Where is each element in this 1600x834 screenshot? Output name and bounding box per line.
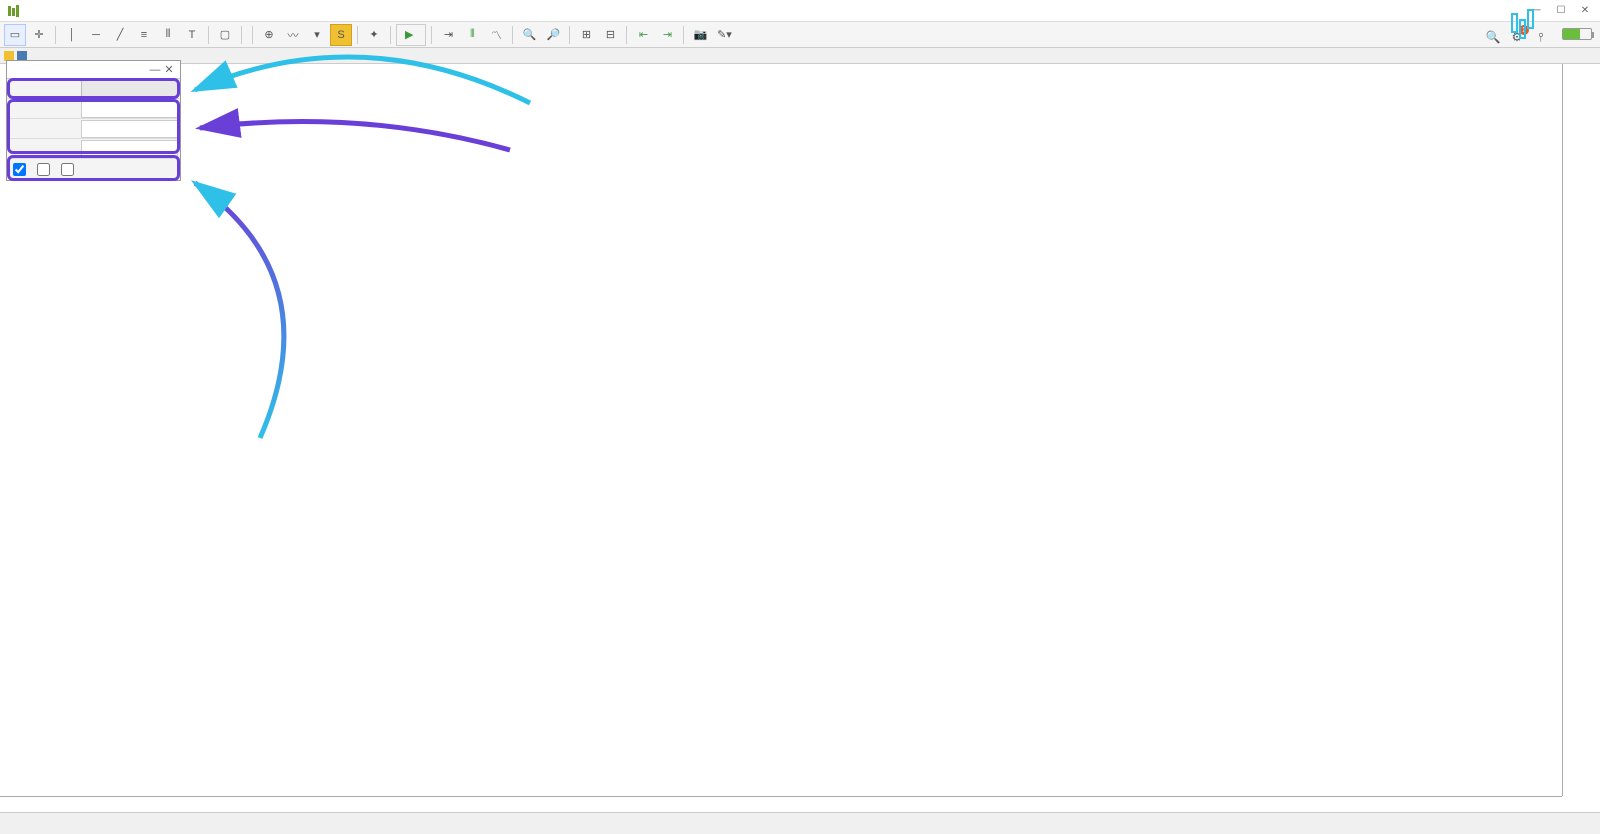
panel-minimize-icon[interactable]: — (148, 64, 162, 76)
maximize-button[interactable]: ☐ (1550, 3, 1572, 17)
chart-canvas[interactable] (0, 64, 1562, 796)
symbol-tabs (0, 812, 1600, 834)
grid1-icon[interactable]: ⊞ (575, 24, 597, 46)
battery-icon (1562, 28, 1592, 40)
wave-icon[interactable]: 〰 (282, 24, 304, 46)
zoomout-icon[interactable]: 🔎 (542, 24, 564, 46)
scroll2-icon[interactable]: ⇥ (656, 24, 678, 46)
text-icon[interactable]: T (181, 24, 203, 46)
algo-trading-button[interactable]: ▶ (396, 24, 426, 46)
alert-on-row (7, 79, 180, 99)
close-button[interactable]: ✕ (1574, 3, 1596, 17)
vline-icon[interactable]: │ (61, 24, 83, 46)
s-button[interactable]: S (330, 24, 352, 46)
toolbar: ▭ ✛ │ ─ ╱ ≡ ⦀ T ▢ ⊕ 〰 ▾ S ✦ ▶ ⇥ ⫴ 〽 🔍 🔎 … (0, 22, 1600, 48)
menu-bar: ─ ☐ ✕ (0, 0, 1600, 22)
cursor-tool-icon[interactable]: ▭ (4, 24, 26, 46)
bars-icon[interactable]: ⫴ (461, 24, 483, 46)
channel-icon[interactable]: ≡ (133, 24, 155, 46)
shift-icon[interactable]: ⇥ (437, 24, 459, 46)
above-price-row (7, 99, 180, 119)
hline-icon[interactable]: ─ (85, 24, 107, 46)
price-alert-panel: — ✕ (6, 60, 181, 181)
chart-area (0, 48, 1600, 812)
below-price-input[interactable] (81, 120, 178, 138)
panel-close-icon[interactable]: ✕ (162, 63, 176, 76)
camera-icon[interactable]: 📷 (689, 24, 711, 46)
rect-icon[interactable]: ▢ (214, 24, 236, 46)
above-price-input[interactable] (81, 100, 178, 118)
app-logo-icon (6, 4, 20, 18)
scroll-icon[interactable]: ⇤ (632, 24, 654, 46)
push-checkbox[interactable] (61, 163, 77, 176)
dropdown-icon[interactable]: ▾ (306, 24, 328, 46)
trendline-icon[interactable]: ╱ (109, 24, 131, 46)
alert-type-button[interactable] (81, 80, 178, 98)
exactly-price-input[interactable] (81, 140, 178, 158)
chart-settings-icon[interactable]: ✎▾ (713, 24, 735, 46)
grid2-icon[interactable]: ⊟ (599, 24, 621, 46)
below-price-row (7, 119, 180, 139)
crosshair-tool-icon[interactable]: ✛ (28, 24, 50, 46)
chart-tab-icon (4, 51, 14, 61)
zoom-icon[interactable]: ⊕ (258, 24, 280, 46)
y-axis (1562, 64, 1600, 796)
notify-checks (7, 159, 180, 180)
chart-title-bar (0, 48, 1600, 64)
email-checkbox[interactable] (37, 163, 53, 176)
x-axis (0, 796, 1562, 812)
panel-title-bar[interactable]: — ✕ (7, 61, 180, 79)
chart-tab-icon2 (17, 51, 27, 61)
brand-logo (1496, 8, 1540, 47)
zoomin-icon[interactable]: 🔍 (518, 24, 540, 46)
exactly-price-row (7, 139, 180, 159)
popup-checkbox[interactable] (13, 163, 29, 176)
fib-icon[interactable]: ⦀ (157, 24, 179, 46)
indicators-icon[interactable]: ✦ (363, 24, 385, 46)
line-chart-icon[interactable]: 〽 (485, 24, 507, 46)
